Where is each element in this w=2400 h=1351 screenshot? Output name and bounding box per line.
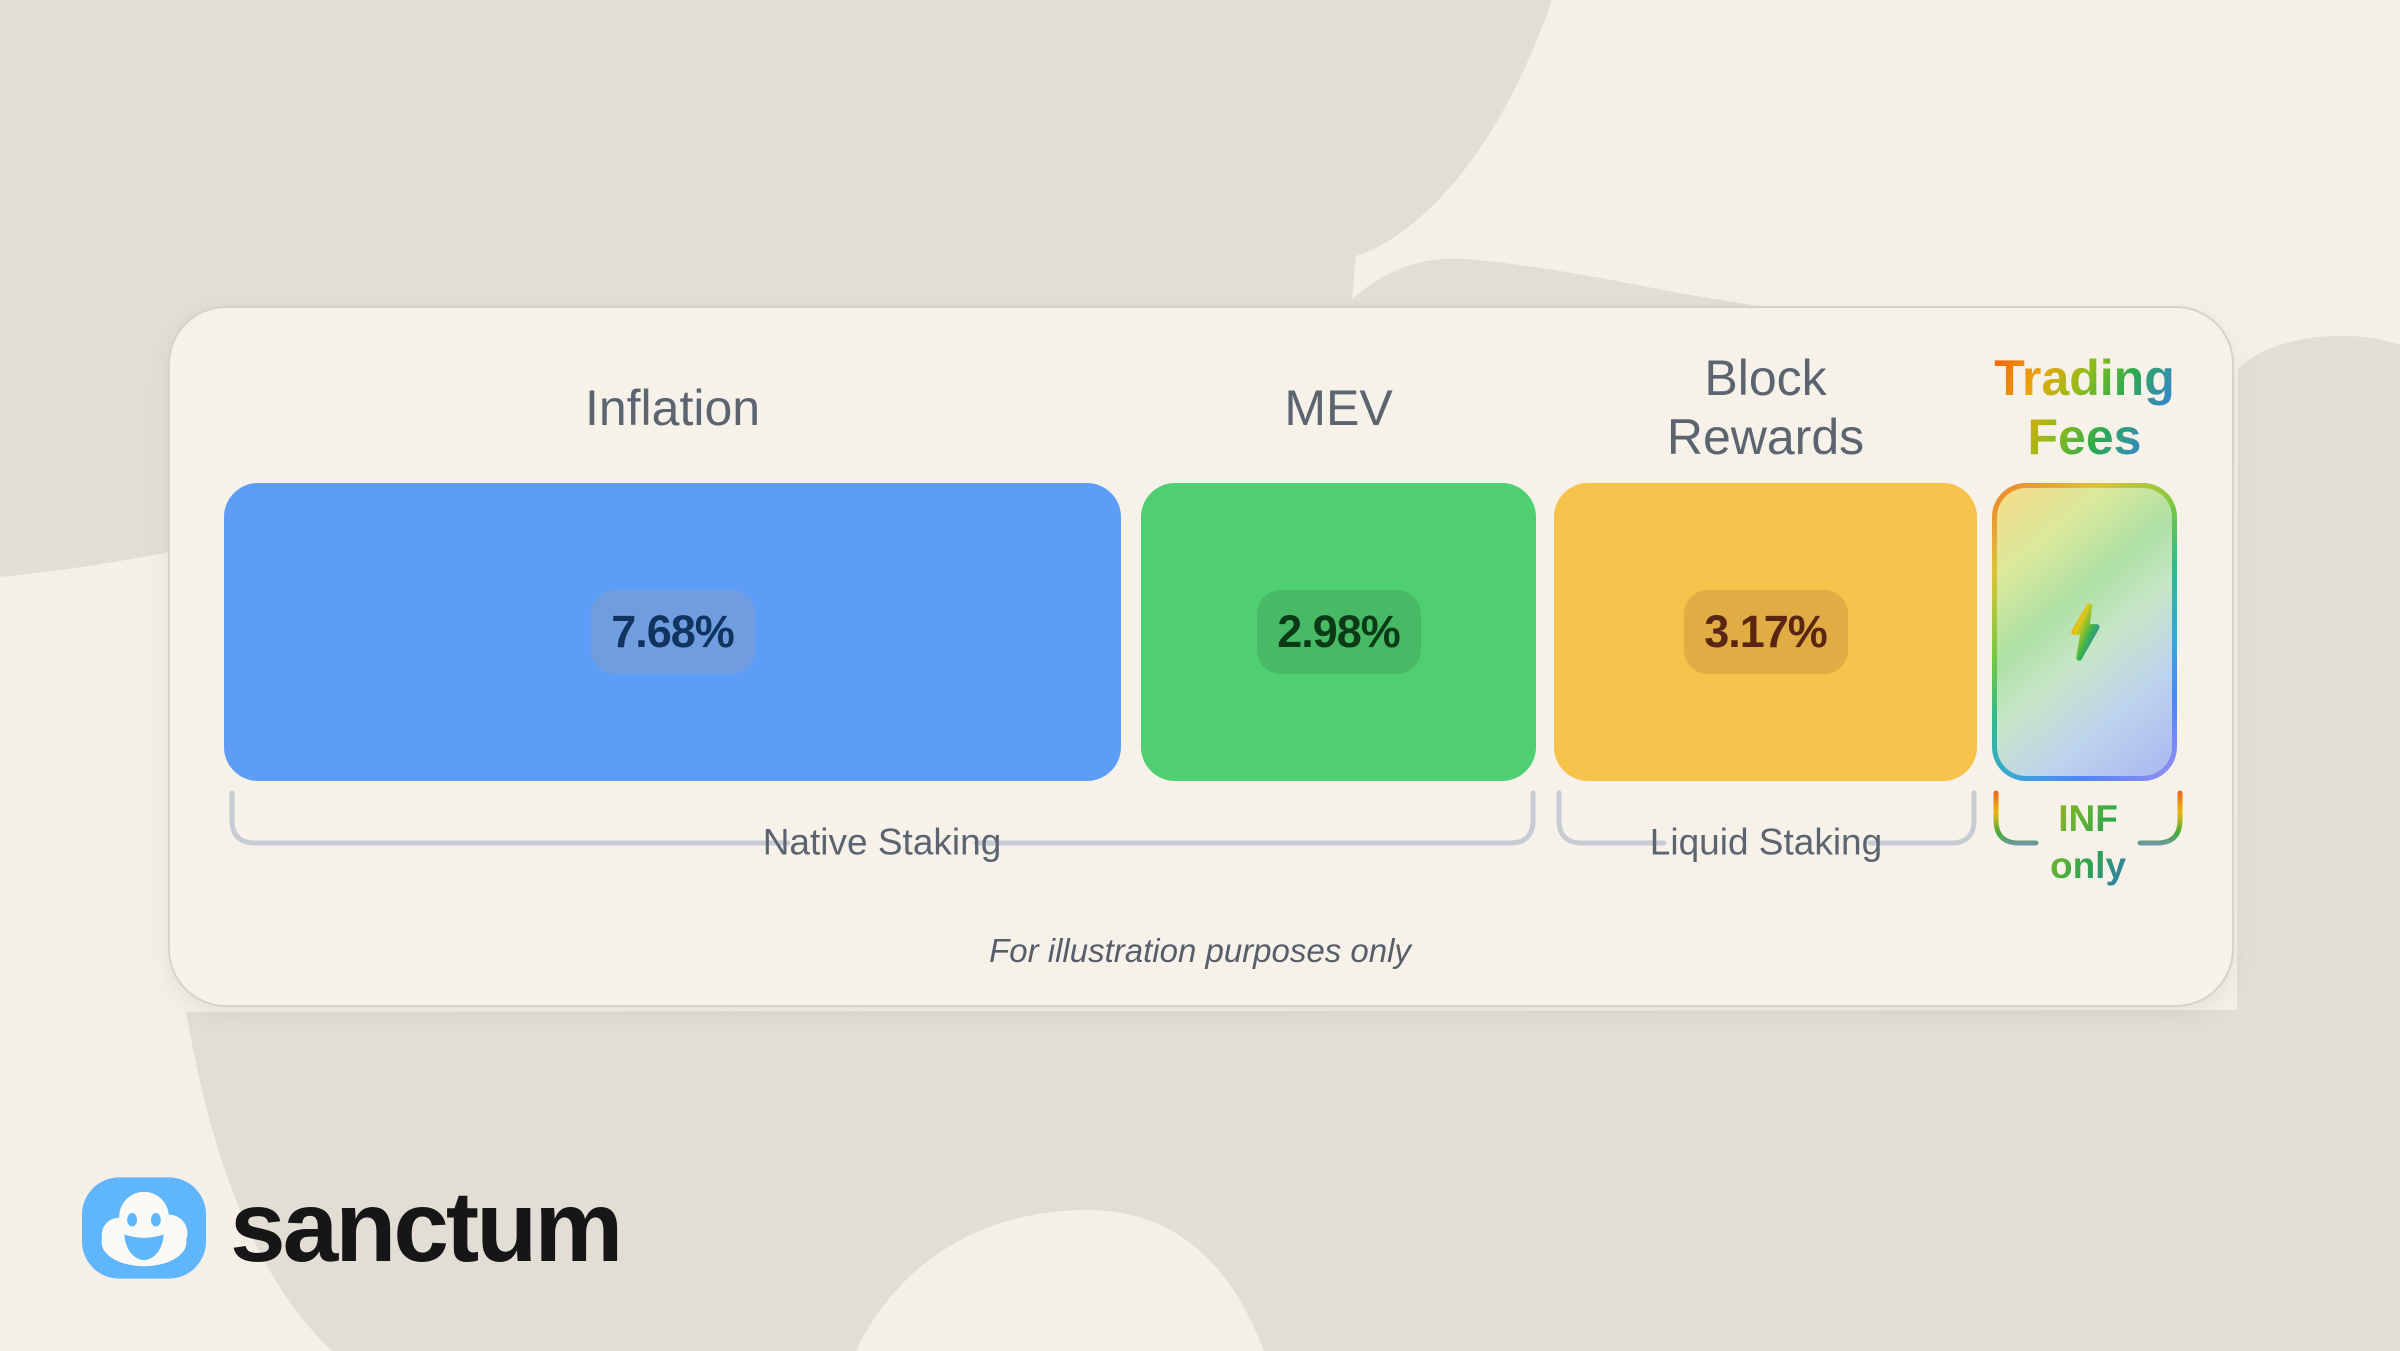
liquid-staking-label: Liquid Staking [1649,821,1883,863]
span-brackets [229,790,2183,846]
wordmark: sanctum [230,1171,623,1283]
mev-block: 2.98% [1141,483,1536,781]
trading-fees-block [1992,483,2177,781]
sanctum-logo: sanctum [82,1170,623,1285]
native-staking-label: Native Staking [762,821,1002,863]
column-title-block-rewards: Block Rewards [1666,350,1865,465]
inflation-block: 7.68% [224,483,1121,781]
footnote: For illustration purposes only [989,932,1411,969]
lightning-bolt-icon [2070,603,2100,661]
inf-only-label: INF only [2018,795,2158,889]
inflation-value-badge: 7.68% [590,590,755,674]
block-rewards-block: 3.17% [1554,483,1977,781]
mev-value-badge: 2.98% [1256,590,1421,674]
yield-breakdown-card: Inflation MEV Block Rewards Trading Fees… [168,306,2234,1007]
column-title-mev: MEV [1284,379,1393,436]
column-title-trading-fees: Trading Fees [1992,342,2177,474]
column-title-inflation: Inflation [584,379,761,436]
cloud-smiley-icon [82,1176,206,1279]
trading-fees-block-inner [1997,488,2172,776]
block-rewards-value-badge: 3.17% [1683,590,1848,674]
